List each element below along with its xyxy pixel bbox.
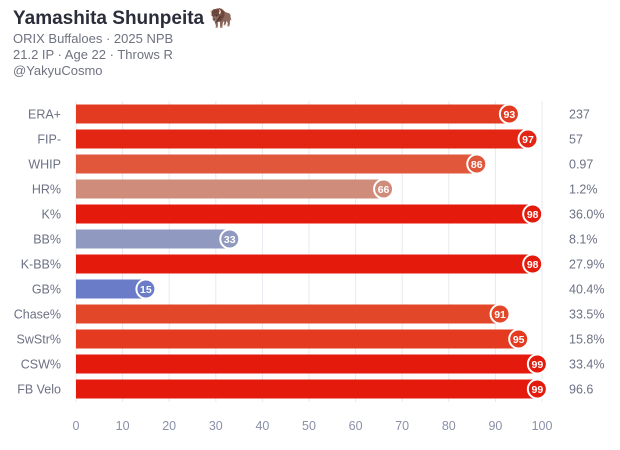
percentile-badge [526,353,548,375]
percentile-label: 86 [471,159,483,171]
category-label: K-BB% [21,258,61,272]
bar [76,329,519,349]
x-tick-label: 40 [255,419,269,433]
x-tick-label: 10 [116,419,130,433]
percentile-label: 15 [140,284,152,296]
percentile-badge [508,328,530,350]
bar [76,104,510,124]
category-label: HR% [32,183,61,197]
percentile-badge [522,203,544,225]
stat-value: 27.9% [569,258,604,272]
category-label: Chase% [14,308,61,322]
x-tick-label: 60 [349,419,363,433]
stat-value: 8.1% [569,233,598,247]
bar [76,379,538,399]
bar [76,154,477,174]
percentile-badge [522,253,544,275]
bar [76,304,501,324]
bison-icon: 🦬 [209,8,234,29]
percentile-label: 91 [494,309,506,321]
percentile-label: 98 [527,259,539,271]
x-tick-label: 20 [162,419,176,433]
author-handle: @YakyuCosmo [13,63,103,78]
stat-value: 33.4% [569,358,604,372]
bar [76,179,384,199]
player-info: 21.2 IP · Age 22 · Throws R [13,47,173,62]
percentile-badge [517,128,539,150]
category-label: K% [42,208,61,222]
bar [76,279,146,299]
stat-value: 1.2% [569,183,598,197]
category-label: ERA+ [28,108,61,122]
category-label: FB Velo [17,383,61,397]
bar [76,129,529,149]
percentile-label: 33 [224,234,236,246]
percentile-badge [135,278,157,300]
bar [76,204,533,224]
bar [76,229,230,249]
category-label: FIP- [37,133,61,147]
category-label: WHIP [28,158,61,172]
page-title: Yamashita Shunpeita 🦬 [13,6,233,30]
category-label: BB% [33,233,61,247]
stat-value: 40.4% [569,283,604,297]
x-tick-label: 70 [395,419,409,433]
bar [76,354,538,374]
percentile-label: 66 [378,184,390,196]
team-season: ORIX Buffaloes · 2025 NPB [13,31,174,46]
stat-value: 36.0% [569,208,604,222]
percentile-label: 99 [531,384,543,396]
category-label: GB% [32,283,61,297]
bar [76,254,533,274]
category-label: SwStr% [17,333,61,347]
percentile-label: 97 [522,134,534,146]
player-name: Yamashita Shunpeita [13,8,205,29]
percentile-label: 95 [513,334,525,346]
percentile-label: 99 [531,359,543,371]
percentile-label: 98 [527,209,539,221]
stat-value: 57 [569,133,583,147]
percentile-badge [526,378,548,400]
percentile-label: 93 [504,109,516,121]
x-tick-label: 80 [442,419,456,433]
stat-value: 96.6 [569,383,593,397]
x-tick-label: 30 [209,419,223,433]
category-label: CSW% [21,358,61,372]
percentile-badge [373,178,395,200]
stat-value: 33.5% [569,308,604,322]
stat-value: 237 [569,108,590,122]
stat-value: 0.97 [569,158,593,172]
percentile-badge [498,103,520,125]
percentile-badge [489,303,511,325]
percentile-badge [466,153,488,175]
x-tick-label: 100 [532,419,553,433]
x-tick-label: 50 [302,419,316,433]
percentile-badge [219,228,241,250]
x-tick-label: 90 [488,419,502,433]
stat-value: 15.8% [569,333,604,347]
x-tick-label: 0 [73,419,80,433]
